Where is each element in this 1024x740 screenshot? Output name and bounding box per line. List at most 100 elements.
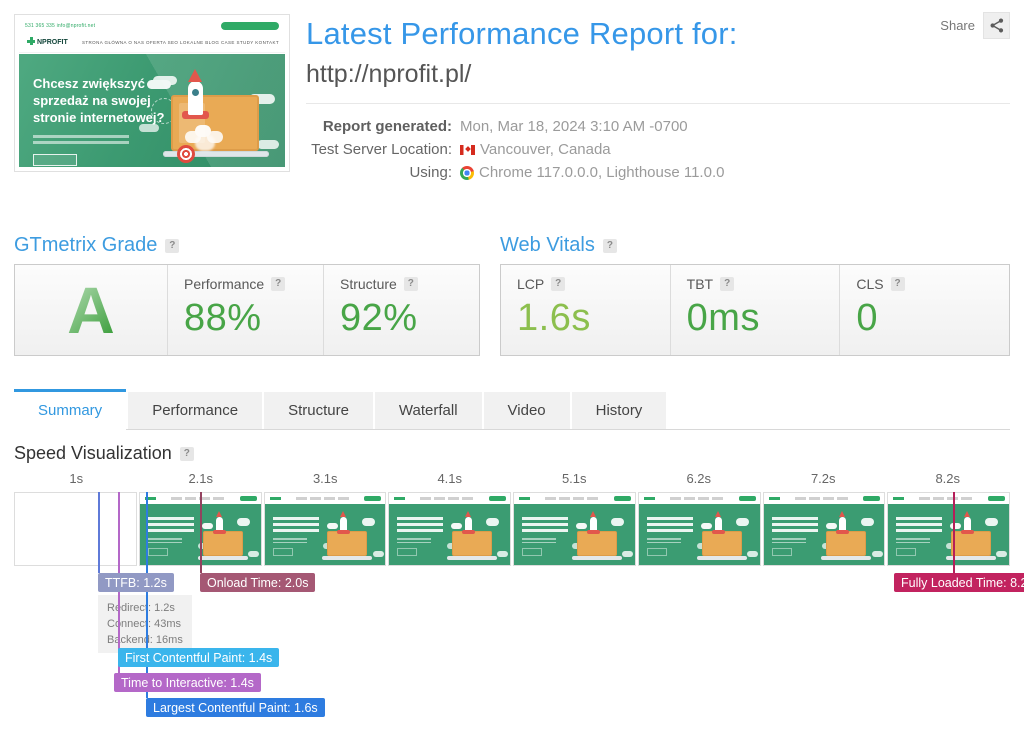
timeline-tick: 7.2s [810,471,836,486]
report-header: 531 365 335 info@nprofit.net NPROFIT STR… [0,0,1024,184]
timeline-axis: 1s 2.1s 3.1s 4.1s 5.1s 6.2s 7.2s 8.2s [14,471,1010,486]
timeline-tick: 2.1s [188,471,214,486]
lcp-badge: Largest Contentful Paint: 1.6s [146,698,325,717]
filmstrip-thumbnail [389,493,510,565]
grade-letter: A [67,273,115,347]
help-icon[interactable]: ? [551,277,566,291]
cls-value: 0 [856,297,878,339]
tab-summary[interactable]: Summary [14,389,127,430]
filmstrip-thumbnail [763,493,885,565]
share-icon [990,18,1003,33]
help-icon[interactable]: ? [403,277,418,291]
lcp-value: 1.6s [517,297,591,339]
filmstrip-thumbnail [264,493,386,565]
laptop-illustration [163,95,269,157]
web-vitals-box: LCP ? 1.6s TBT ? 0ms CLS ? 0 [500,264,1010,356]
structure-cell: Structure ? 92% [323,265,479,355]
help-icon[interactable]: ? [602,238,617,253]
site-preview-cta-button [221,22,279,30]
timeline-tick: 3.1s [312,471,338,486]
gtmetrix-grade-box: A Performance ? 88% Structure ? 92% [14,264,480,356]
canada-flag-icon [460,144,475,155]
help-icon[interactable]: ? [890,277,905,291]
report-info: Report generated: Mon, Mar 18, 2024 3:10… [306,115,1010,184]
tbt-cell: TBT ? 0ms [669,265,840,355]
structure-label: Structure ? [340,276,463,292]
browser-value: Chrome 117.0.0.0, Lighthouse 11.0.0 [460,161,724,184]
filmstrip-frame[interactable] [762,492,886,566]
structure-value: 92% [340,297,418,339]
filmstrip-thumbnail [514,493,635,565]
lcp-cell: LCP ? 1.6s [501,265,670,355]
help-icon[interactable]: ? [720,277,735,291]
fully-loaded-marker-line [953,492,955,573]
plus-icon [27,37,35,45]
share-button[interactable] [983,12,1010,39]
site-preview-navbar: NPROFIT STRONA GŁÓWNA O NAS OFERTA SEO L… [19,33,285,53]
cls-cell: CLS ? 0 [839,265,1009,355]
site-preview-hero: Chcesz zwiększyć sprzedaż na swojej stro… [19,54,285,167]
report-generated-value: Mon, Mar 18, 2024 3:10 AM -0700 [460,118,688,135]
filmstrip-frame[interactable] [637,492,761,566]
onload-marker-line [200,492,202,573]
share-box: Share [940,12,1010,39]
help-icon[interactable]: ? [271,277,286,291]
rocket-icon [188,69,203,115]
cls-label: CLS ? [856,276,993,292]
filmstrip-frame[interactable] [263,492,387,566]
report-url: http://nprofit.pl/ [306,60,472,88]
browser-row: Using: Chrome 117.0.0.0, Lighthouse 11.0… [306,161,1010,184]
tab-video[interactable]: Video [483,392,570,429]
cloud-icon [139,124,159,132]
onload-time-badge: Onload Time: 2.0s [200,573,316,592]
fully-loaded-badge: Fully Loaded Time: 8.2s [894,573,1024,592]
speed-visualization-heading: Speed Visualization ? [14,443,1010,464]
performance-value: 88% [184,297,262,339]
performance-label: Performance ? [184,276,307,292]
filmstrip-frame[interactable] [887,492,1010,566]
lcp-marker-line [146,492,148,698]
rocket-smoke [195,125,211,137]
site-screenshot-thumbnail[interactable]: 531 365 335 info@nprofit.net NPROFIT STR… [14,14,290,172]
ttfb-badge: TTFB: 1.2s [98,573,174,592]
server-location-row: Test Server Location: Vancouver, Canada [306,138,1010,161]
timeline-tick: 8.2s [935,471,961,486]
page-title: Latest Performance Report for: [306,16,738,51]
filmstrip-frame[interactable] [513,492,636,566]
scores-section: GTmetrix Grade ? A Performance ? 88% Str… [0,234,1024,356]
tab-waterfall[interactable]: Waterfall [374,392,482,429]
performance-cell: Performance ? 88% [167,265,323,355]
speed-visualization: TTFB: 1.2s Redirect: 1.2s Connect: 43ms … [14,492,1024,728]
browser-label: Using: [409,164,452,181]
timeline-tick: 5.1s [561,471,587,486]
ttfb-details: Redirect: 1.2s Connect: 43ms Backend: 16… [98,595,192,653]
tbt-label: TBT ? [687,276,824,292]
server-location-value: Vancouver, Canada [460,138,611,161]
gtmetrix-grade-heading: GTmetrix Grade ? [14,234,480,257]
help-icon[interactable]: ? [165,238,180,253]
cloud-icon [147,80,171,89]
site-preview-topbar: 531 365 335 info@nprofit.net [19,19,285,33]
cloud-icon [249,94,275,104]
site-preview-logo: NPROFIT [27,37,68,46]
timeline-tick: 1s [69,471,84,486]
help-icon[interactable]: ? [179,446,194,461]
ttfb-marker-line [98,492,100,573]
site-preview-hero-button [33,153,77,166]
report-generated-label: Report generated: [322,118,452,135]
report-tabs: Summary Performance Structure Waterfall … [14,389,1010,430]
tab-history[interactable]: History [571,392,667,429]
web-vitals-heading: Web Vitals ? [500,234,1010,257]
rocket-fins [182,111,209,119]
tab-structure[interactable]: Structure [264,392,373,429]
filmstrip-frame[interactable] [388,492,511,566]
filmstrip-thumbnail [638,493,760,565]
connect-time: Connect: 43ms [107,618,181,630]
filmstrip-frame[interactable] [14,492,137,566]
tab-performance[interactable]: Performance [128,392,263,429]
fcp-badge: First Contentful Paint: 1.4s [118,648,280,667]
tti-badge: Time to Interactive: 1.4s [114,673,261,692]
tbt-value: 0ms [686,297,760,339]
report-generated-row: Report generated: Mon, Mar 18, 2024 3:10… [306,115,1010,138]
filmstrip [14,492,1010,566]
